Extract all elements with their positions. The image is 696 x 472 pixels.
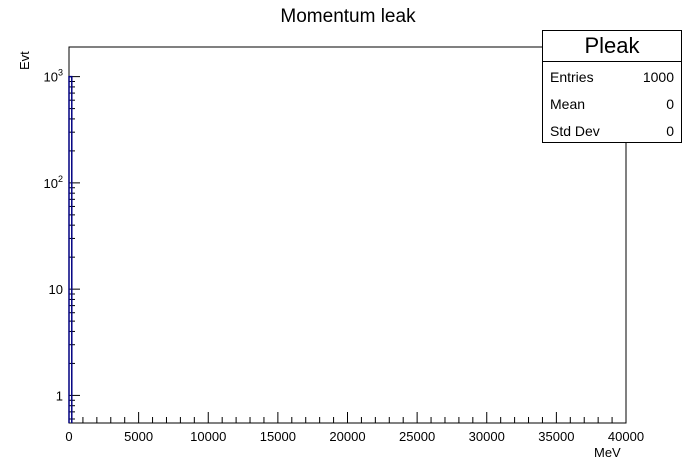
x-tick-label: 30000 bbox=[469, 429, 505, 444]
y-tick-label: 10 bbox=[49, 282, 63, 297]
stats-mean-label: Mean bbox=[550, 96, 586, 112]
y-axis-label: Evt bbox=[17, 51, 32, 70]
stats-title: Pleak bbox=[543, 31, 681, 62]
chart-title: Momentum leak bbox=[280, 6, 416, 27]
histogram-bin bbox=[68, 75, 73, 423]
y-tick-label: 102 bbox=[44, 174, 63, 191]
stats-entries-value: 1000 bbox=[642, 69, 674, 85]
y-tick-label: 1 bbox=[56, 388, 63, 403]
histogram-bars bbox=[68, 75, 73, 423]
stats-mean-value: 0 bbox=[666, 96, 674, 112]
stats-stddev-value: 0 bbox=[666, 123, 674, 139]
x-tick-label: 20000 bbox=[329, 429, 365, 444]
x-axis-label: MeV bbox=[594, 445, 621, 460]
stats-entries-label: Entries bbox=[550, 69, 594, 85]
x-tick-label: 5000 bbox=[124, 429, 153, 444]
x-tick-label: 25000 bbox=[399, 429, 435, 444]
x-tick-label: 10000 bbox=[190, 429, 226, 444]
x-tick-label: 40000 bbox=[608, 429, 644, 444]
stats-stddev-label: Std Dev bbox=[550, 123, 600, 139]
x-tick-label: 0 bbox=[65, 429, 72, 444]
stats-row-entries: Entries 1000 bbox=[543, 62, 681, 89]
x-tick-label: 35000 bbox=[538, 429, 574, 444]
stats-box: Pleak Entries 1000 Mean 0 Std Dev 0 bbox=[542, 30, 682, 143]
y-tick-label: 103 bbox=[44, 68, 63, 85]
x-tick-label: 15000 bbox=[260, 429, 296, 444]
stats-row-mean: Mean 0 bbox=[543, 89, 681, 116]
stats-row-stddev: Std Dev 0 bbox=[543, 116, 681, 143]
